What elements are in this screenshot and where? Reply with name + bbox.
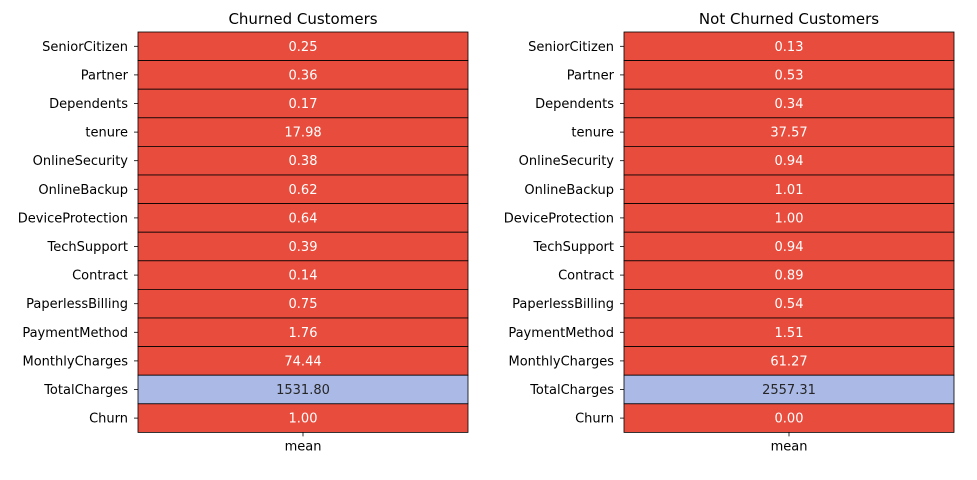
cell-label: 37.57 xyxy=(770,126,807,141)
cell-label: 1.00 xyxy=(289,412,318,427)
cell-label: 0.94 xyxy=(775,240,804,255)
heatmap-cell xyxy=(137,203,469,233)
heatmap-cell xyxy=(137,60,469,90)
y-tick-label: SeniorCitizen xyxy=(42,40,128,55)
y-tick-label: TotalCharges xyxy=(43,383,128,398)
heatmap-cell xyxy=(137,288,469,319)
cell-label: 0.14 xyxy=(289,269,318,284)
y-tick-label: PaymentMethod xyxy=(22,326,128,341)
cell-label: 0.17 xyxy=(289,97,318,112)
heatmap-cell xyxy=(623,317,955,348)
cell-label: 0.13 xyxy=(775,40,804,55)
cell-label: 0.94 xyxy=(775,154,804,169)
heatmap-cell xyxy=(623,88,955,119)
heatmap-cell xyxy=(137,31,469,62)
y-tick-label: OnlineBackup xyxy=(38,183,128,198)
y-tick-label: Dependents xyxy=(535,97,614,112)
y-tick-label: tenure xyxy=(571,126,614,141)
y-tick-label: DeviceProtection xyxy=(18,211,128,226)
cell-label: 1.01 xyxy=(775,183,804,198)
y-tick-label: TechSupport xyxy=(532,240,614,255)
cell-label: 0.25 xyxy=(289,40,318,55)
cell-label: 0.00 xyxy=(775,412,804,427)
y-tick-label: tenure xyxy=(85,126,128,141)
heatmap-cell xyxy=(137,346,469,376)
cell-label: 74.44 xyxy=(284,354,321,369)
y-tick-label: PaperlessBilling xyxy=(26,297,128,312)
cell-label: 2557.31 xyxy=(762,383,816,398)
heatmap-panel-0: Churned Customers 0.25 SeniorCitizen 0.36 Pa… xyxy=(18,10,469,454)
y-tick-label: MonthlyCharges xyxy=(23,354,129,369)
x-tick-label: mean xyxy=(771,439,808,454)
y-tick-label: MonthlyCharges xyxy=(509,354,615,369)
y-tick-label: Dependents xyxy=(49,97,128,112)
heatmap-cell xyxy=(623,145,955,176)
heatmap-panel-1: Not Churned Customers 0.13 SeniorCitizen 0.… xyxy=(504,10,955,454)
cell-label: 0.39 xyxy=(289,240,318,255)
cell-label: 0.54 xyxy=(775,297,804,312)
y-tick-label: TechSupport xyxy=(46,240,128,255)
cell-label: 17.98 xyxy=(284,126,321,141)
y-tick-label: OnlineSecurity xyxy=(519,154,615,169)
x-tick-label: mean xyxy=(285,439,322,454)
cell-label: 1.00 xyxy=(775,211,804,226)
y-tick-label: Partner xyxy=(567,68,615,83)
cell-label: 1.76 xyxy=(289,326,318,341)
heatmap-cell xyxy=(137,231,469,262)
heatmap-cell xyxy=(137,317,469,348)
y-tick-label: DeviceProtection xyxy=(504,211,614,226)
heatmap-cell xyxy=(623,374,955,405)
y-tick-label: OnlineSecurity xyxy=(33,154,129,169)
heatmap-cell xyxy=(623,174,955,205)
y-tick-label: PaymentMethod xyxy=(508,326,614,341)
heatmap-cell xyxy=(137,174,469,205)
cell-label: 0.53 xyxy=(775,68,804,83)
cell-label: 1531.80 xyxy=(276,383,330,398)
y-tick-label: Partner xyxy=(81,68,129,83)
chart-title: Not Churned Customers xyxy=(699,10,879,28)
cell-label: 1.51 xyxy=(775,326,804,341)
cell-label: 0.64 xyxy=(289,211,318,226)
y-tick-label: OnlineBackup xyxy=(524,183,614,198)
y-tick-label: Contract xyxy=(72,269,128,284)
y-tick-label: SeniorCitizen xyxy=(528,40,614,55)
y-tick-label: Churn xyxy=(89,412,128,427)
heatmap-cell xyxy=(623,231,955,262)
chart-title: Churned Customers xyxy=(228,10,377,28)
cell-label: 61.27 xyxy=(770,354,807,369)
cell-label: 0.36 xyxy=(289,68,318,83)
cell-label: 0.89 xyxy=(775,269,804,284)
cell-label: 0.75 xyxy=(289,297,318,312)
heatmap-cell xyxy=(623,31,955,62)
y-tick-label: Contract xyxy=(558,269,614,284)
heatmap-cell xyxy=(623,403,955,433)
y-tick-label: Churn xyxy=(575,412,614,427)
cell-label: 0.62 xyxy=(289,183,318,198)
y-tick-label: TotalCharges xyxy=(529,383,614,398)
cell-label: 0.38 xyxy=(289,154,318,169)
cell-label: 0.34 xyxy=(775,97,804,112)
y-tick-label: PaperlessBilling xyxy=(512,297,614,312)
